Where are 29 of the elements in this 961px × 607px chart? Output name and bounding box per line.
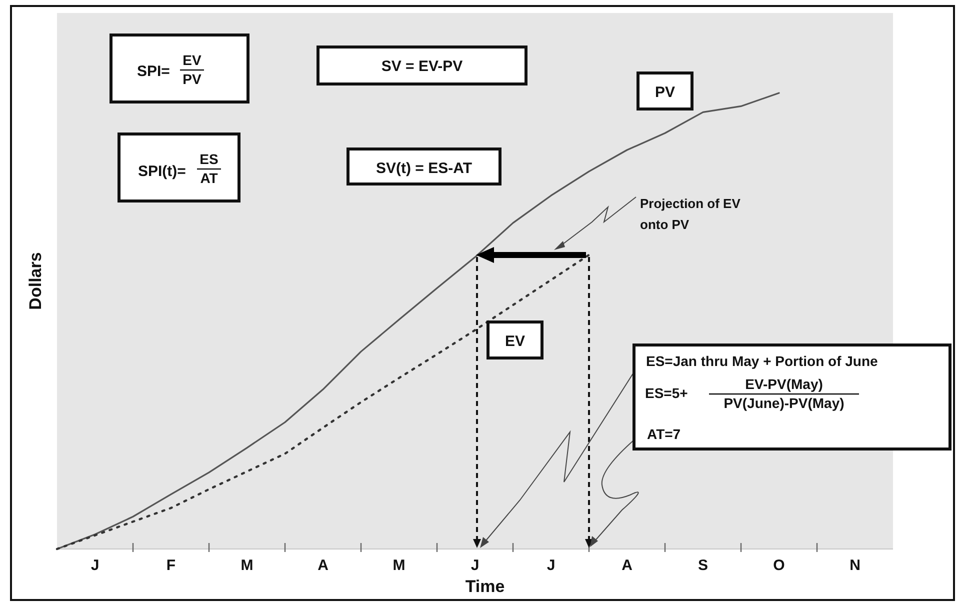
x-tick-label: F <box>166 557 176 574</box>
y-axis-title: Dollars <box>26 252 45 310</box>
annotation: AT <box>200 170 218 186</box>
x-tick-label: J <box>90 557 100 574</box>
series-label: EV <box>504 333 526 350</box>
x-tick-label: O <box>773 557 786 574</box>
x-tick-label: J <box>470 557 480 574</box>
x-tick-label: J <box>546 557 556 574</box>
text: SPI= <box>137 63 170 80</box>
x-tick-label: A <box>622 557 633 574</box>
annotation: ES <box>200 151 218 167</box>
x-tick-label: M <box>240 557 254 574</box>
x-tick-label: A <box>318 557 329 574</box>
annotation: SPI(t)= <box>138 163 186 180</box>
annotation: SV(t) = ES-AT <box>376 160 472 177</box>
x-tick-label: S <box>698 557 708 574</box>
x-tick-label: M <box>392 557 406 574</box>
text: EV <box>182 52 202 68</box>
text: SV = EV-PV <box>381 58 463 75</box>
annotation: ES=Jan thru May + Portion of June <box>646 353 878 369</box>
annotation: EV-PV(May) <box>745 376 823 392</box>
annotation: AT=7 <box>647 426 681 442</box>
annotation: Projection of EV onto PV <box>640 196 741 232</box>
x-axis-title: Time <box>465 577 505 596</box>
text: PV <box>182 71 202 87</box>
annotation: ES=5+ <box>645 385 688 401</box>
annotation: PV(June)-PV(May) <box>724 395 844 411</box>
series-label: PV <box>654 84 676 101</box>
x-tick-label: N <box>850 557 860 574</box>
